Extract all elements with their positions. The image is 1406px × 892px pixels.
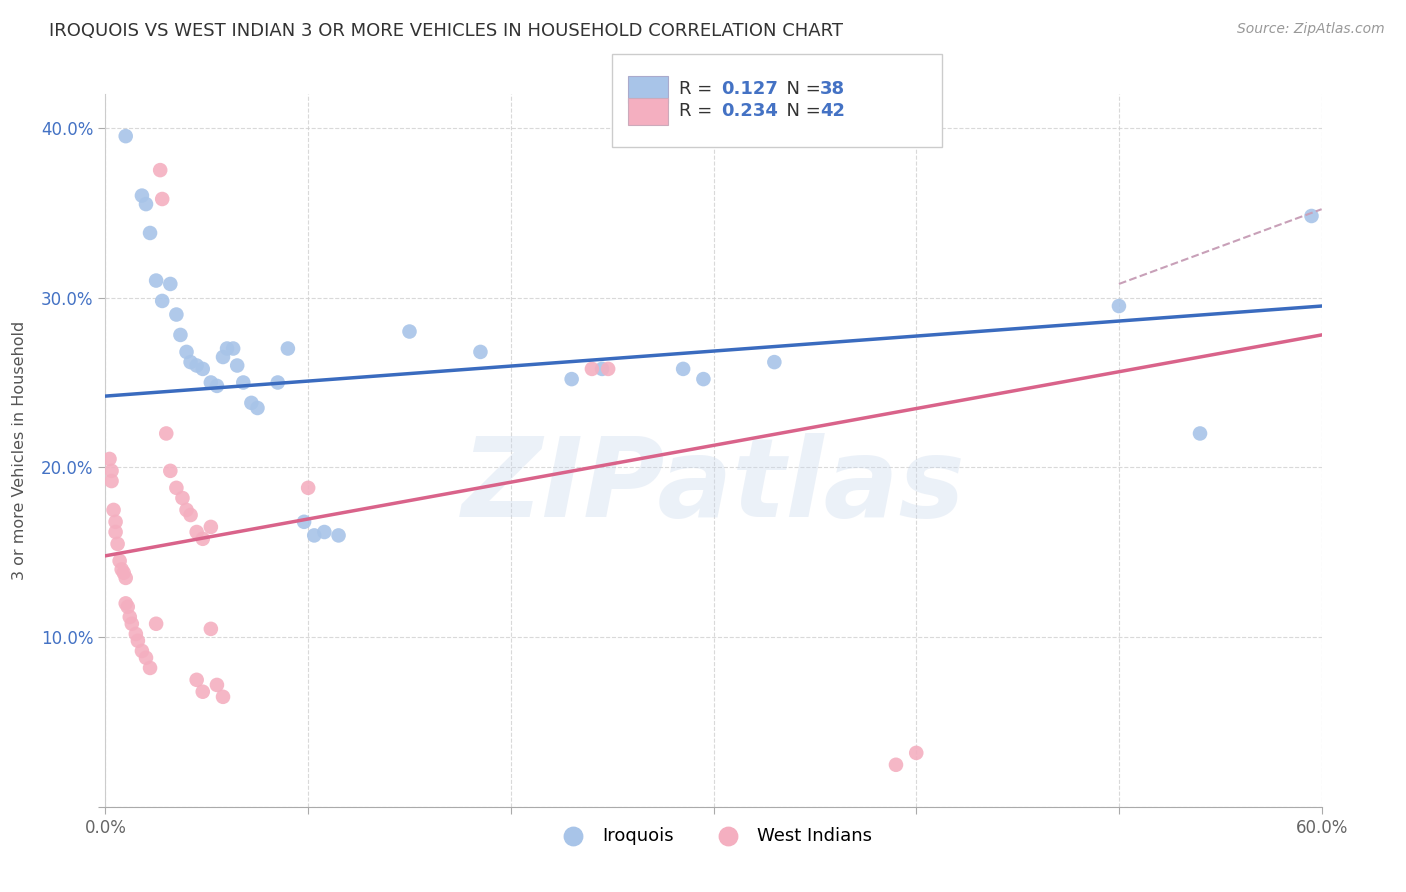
Point (186, 524, 208, 539)
Point (581, 362, 603, 376)
Point (205, 678, 228, 692)
Point (200, 520, 222, 534)
Point (314, 524, 336, 539)
Point (302, 528, 325, 542)
Point (169, 327, 191, 342)
Point (470, 345, 492, 359)
Point (672, 362, 695, 376)
Point (398, 325, 420, 339)
Point (114, 571, 136, 585)
Point (222, 342, 245, 356)
Point (1301, 209, 1323, 223)
Point (159, 464, 181, 478)
Point (692, 372, 714, 386)
Point (125, 627, 148, 641)
Point (180, 355, 202, 369)
Point (186, 359, 208, 373)
Point (292, 515, 315, 529)
Point (111, 562, 134, 576)
Point (240, 396, 263, 410)
Point (905, 746, 928, 760)
Text: 0.234: 0.234 (721, 103, 778, 120)
Point (165, 481, 187, 495)
Point (114, 596, 136, 610)
Point (100, 474, 122, 488)
Point (139, 661, 162, 675)
Text: Source: ZipAtlas.com: Source: ZipAtlas.com (1237, 22, 1385, 37)
Point (135, 650, 157, 665)
Point (127, 633, 149, 648)
Point (103, 503, 125, 517)
Point (104, 515, 127, 529)
Point (297, 481, 319, 495)
Point (1189, 426, 1212, 441)
Point (205, 379, 228, 393)
Point (114, 129, 136, 144)
Point (139, 226, 162, 240)
Point (191, 684, 214, 698)
Point (150, 293, 173, 308)
Point (212, 350, 235, 364)
Text: IROQUOIS VS WEST INDIAN 3 OR MORE VEHICLES IN HOUSEHOLD CORRELATION CHART: IROQUOIS VS WEST INDIAN 3 OR MORE VEHICL… (49, 22, 844, 40)
Point (212, 690, 235, 704)
Point (200, 622, 222, 636)
Point (117, 599, 139, 614)
Point (884, 757, 907, 772)
Text: 42: 42 (820, 103, 845, 120)
Point (150, 192, 173, 206)
Point (226, 359, 249, 373)
Point (246, 401, 269, 415)
Point (121, 616, 143, 631)
Point (149, 163, 172, 178)
Point (176, 503, 198, 517)
Point (145, 616, 167, 631)
Y-axis label: 3 or more Vehicles in Household: 3 or more Vehicles in Household (13, 321, 27, 580)
Point (135, 197, 157, 211)
Text: N =: N = (775, 80, 827, 98)
Point (176, 345, 198, 359)
Point (108, 554, 131, 568)
Point (180, 508, 202, 522)
Point (232, 376, 254, 390)
Point (186, 673, 208, 687)
Point (118, 610, 141, 624)
Legend: Iroquois, West Indians: Iroquois, West Indians (548, 820, 879, 852)
Point (131, 644, 153, 658)
Point (328, 528, 350, 542)
Point (598, 362, 620, 376)
Text: 38: 38 (820, 80, 845, 98)
Point (145, 274, 167, 288)
Point (191, 532, 214, 546)
Point (267, 376, 290, 390)
Point (98, 452, 121, 467)
Text: 0.127: 0.127 (721, 80, 778, 98)
Point (155, 426, 177, 441)
Point (191, 362, 214, 376)
Point (100, 464, 122, 478)
Point (200, 376, 222, 390)
Point (561, 372, 583, 386)
Point (217, 342, 239, 356)
Text: N =: N = (775, 103, 827, 120)
Point (131, 188, 153, 202)
Point (104, 524, 127, 539)
Point (277, 342, 299, 356)
Text: R =: R = (679, 103, 718, 120)
Point (1108, 299, 1130, 313)
Point (107, 537, 129, 551)
Point (112, 566, 135, 580)
Text: ZIPatlas: ZIPatlas (461, 433, 966, 540)
Point (159, 277, 181, 291)
Point (591, 362, 613, 376)
Text: R =: R = (679, 80, 718, 98)
Point (763, 355, 786, 369)
Point (165, 308, 187, 322)
Point (172, 491, 194, 505)
